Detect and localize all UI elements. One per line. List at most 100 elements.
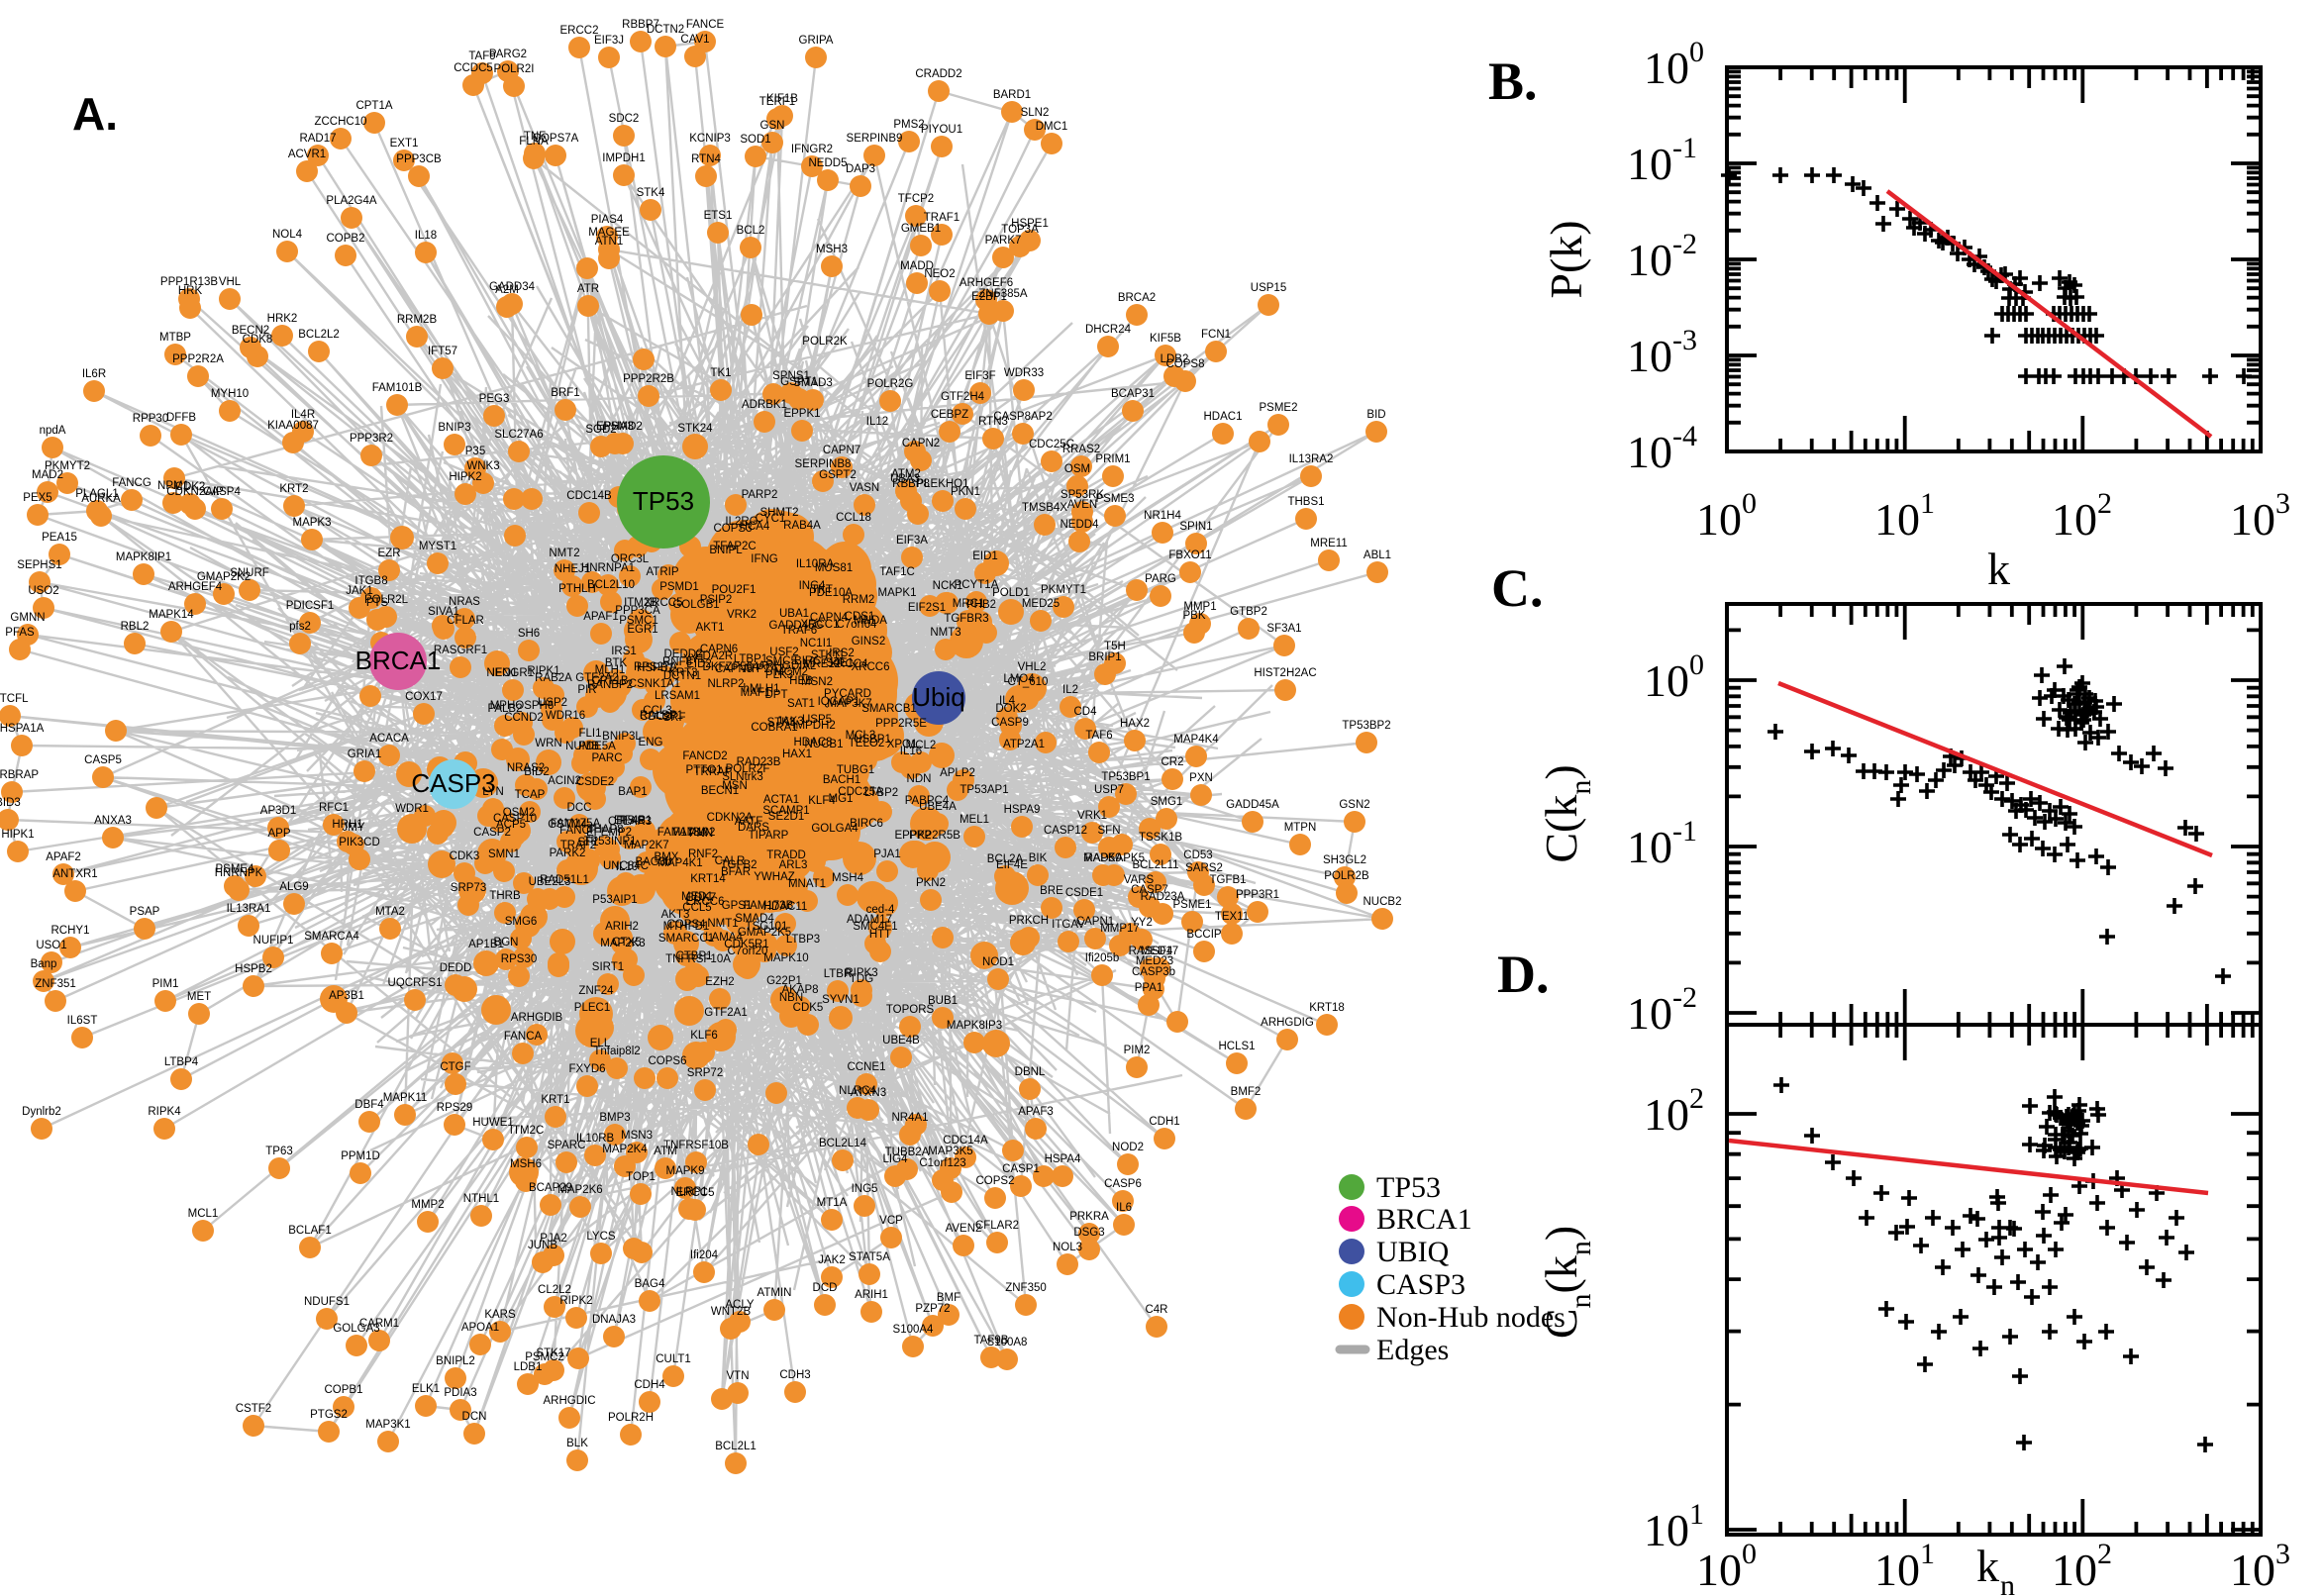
svg-text:NOL3: NOL3 [1053,1242,1082,1253]
svg-text:CDK5R1: CDK5R1 [724,939,768,950]
svg-text:STK4: STK4 [637,187,665,199]
svg-text:SHMT2: SHMT2 [760,507,799,519]
svg-text:LYCS: LYCS [586,1231,616,1243]
svg-text:KIF1B: KIF1B [766,93,798,105]
svg-text:ACLY: ACLY [725,1299,755,1311]
svg-text:MAPK9: MAPK9 [666,1165,705,1177]
svg-text:RAD23B: RAD23B [737,756,781,768]
svg-text:STK11: STK11 [811,649,845,661]
svg-text:CAPN6: CAPN6 [700,644,738,655]
svg-text:CASP6: CASP6 [1104,1178,1142,1190]
svg-text:PIR: PIR [577,684,596,696]
svg-text:DCC: DCC [567,802,592,814]
svg-text:IFNG: IFNG [751,553,778,565]
svg-text:GADD45G: GADD45G [769,620,824,632]
svg-text:DEDD: DEDD [440,962,472,974]
svg-text:CSNK1A1: CSNK1A1 [629,678,680,690]
svg-text:MAD2: MAD2 [32,469,63,481]
svg-text:HIPK1: HIPK1 [1,829,34,841]
svg-text:k: k [1976,1541,1999,1591]
svg-text:PDE5A: PDE5A [578,741,616,752]
svg-text:COPB1: COPB1 [325,1384,363,1396]
svg-text:IL16: IL16 [900,746,922,757]
svg-text:GRIA1: GRIA1 [348,748,382,760]
svg-text:TP53BP2: TP53BP2 [1342,720,1390,732]
svg-text:PNN: PNN [689,828,713,840]
svg-text:PLA2G4A: PLA2G4A [326,195,376,207]
svg-text:SEPHS1: SEPHS1 [17,559,61,571]
svg-text:EFEMP2: EFEMP2 [586,827,632,839]
svg-text:YY1: YY1 [683,653,705,665]
svg-text:PSMD1: PSMD1 [659,581,699,593]
svg-text:CASP12: CASP12 [1044,825,1087,837]
svg-text:BNIP3: BNIP3 [438,422,470,434]
svg-text:SPIN1: SPIN1 [1179,521,1212,533]
svg-text:ITGB8: ITGB8 [354,575,387,587]
svg-text:PLEKHO1: PLEKHO1 [916,478,968,490]
svg-text:BMF2: BMF2 [1231,1086,1262,1098]
svg-text:PDIA3: PDIA3 [444,1387,476,1399]
svg-text:pfs2: pfs2 [289,621,311,633]
svg-text:IL6R: IL6R [82,368,106,380]
svg-text:VHL: VHL [219,276,242,288]
svg-text:RAB2A: RAB2A [535,672,572,684]
svg-text:TGFB1: TGFB1 [1209,874,1246,886]
svg-text:IFNGR1: IFNGR1 [492,667,534,679]
svg-text:WDR16: WDR16 [546,710,585,722]
svg-text:DCTN2: DCTN2 [647,24,684,36]
svg-text:CTGF: CTGF [440,1061,470,1073]
svg-text:PARG2: PARG2 [489,49,527,60]
svg-text:CDC14B: CDC14B [566,490,612,502]
svg-text:EIF4E: EIF4E [996,859,1028,871]
svg-text:CASP9: CASP9 [991,717,1029,729]
svg-text:CTX5: CTX5 [612,937,641,948]
svg-text:XRCC5: XRCC5 [645,597,683,609]
svg-text:ARHGEF6: ARHGEF6 [960,277,1013,289]
svg-text:IL10RA: IL10RA [796,558,835,570]
svg-text:A2M: A2M [495,284,519,296]
svg-text:CDH4: CDH4 [634,1379,665,1391]
svg-text:CASP2: CASP2 [473,827,511,839]
svg-text:TFAP2C: TFAP2C [713,541,756,552]
svg-text:CD53: CD53 [1183,849,1212,861]
svg-text:T5H: T5H [1104,641,1126,652]
svg-text:SARS2: SARS2 [1185,862,1223,874]
svg-text:MAPK11: MAPK11 [383,1092,428,1104]
svg-text:APAF2: APAF2 [46,851,81,863]
svg-text:CDK3: CDK3 [450,850,480,862]
svg-text:HCA4: HCA4 [740,521,770,533]
svg-text:TMSB4X: TMSB4X [1022,502,1067,514]
svg-text:BECN2: BECN2 [232,325,269,337]
svg-text:MED25: MED25 [1022,598,1060,610]
svg-text:RNF2: RNF2 [688,848,718,860]
svg-text:PYCARD: PYCARD [824,688,871,700]
svg-text:STAT5A: STAT5A [849,1251,890,1263]
svg-text:BCL2L10: BCL2L10 [587,579,635,591]
svg-text:ABL1: ABL1 [1364,549,1391,561]
svg-text:PZP72: PZP72 [915,1303,950,1315]
svg-text:GMAP2K5: GMAP2K5 [738,927,791,939]
svg-text:ATMIN: ATMIN [758,1287,792,1299]
svg-text:DMC1: DMC1 [1036,121,1068,133]
svg-text:TAF9: TAF9 [468,50,495,62]
svg-text:TSG101: TSG101 [746,921,788,933]
svg-text:APOA1: APOA1 [461,1322,499,1334]
svg-text:PKMYT1: PKMYT1 [1041,584,1086,596]
svg-text:SAT1: SAT1 [787,698,815,710]
svg-text:WNK3: WNK3 [466,460,499,472]
svg-text:EZR: EZR [378,548,401,559]
svg-text:PSIP1: PSIP1 [620,815,653,827]
svg-text:EPPK2: EPPK2 [894,830,931,842]
svg-text:APP: APP [267,828,290,840]
svg-text:PIM2: PIM2 [1124,1045,1151,1056]
svg-text:KIF5B: KIF5B [1150,333,1181,345]
svg-text:MNAT1: MNAT1 [788,878,826,890]
svg-text:TRRAP: TRRAP [694,766,733,778]
svg-text:FXYD6: FXYD6 [568,1063,605,1075]
svg-text:BID: BID [1366,409,1385,421]
svg-text:CCL18: CCL18 [836,512,871,524]
svg-text:ACIN2: ACIN2 [548,775,581,787]
svg-text:MAP2K3: MAP2K3 [600,938,645,949]
svg-text:BCAP31: BCAP31 [1111,388,1155,400]
svg-text:BNIPL: BNIPL [709,545,743,556]
